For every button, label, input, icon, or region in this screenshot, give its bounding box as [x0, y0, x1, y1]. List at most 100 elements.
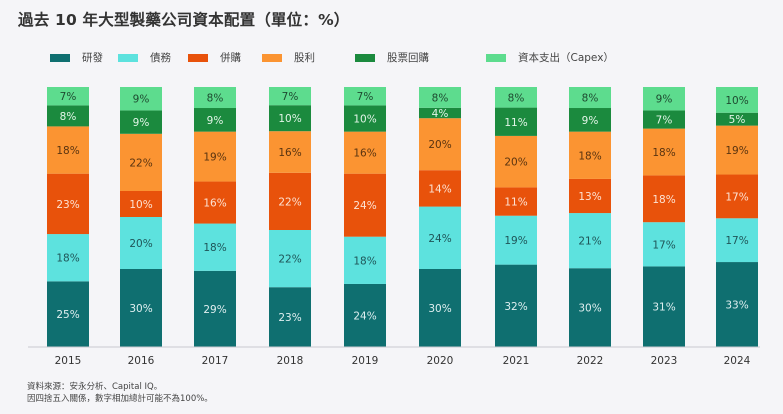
data-label: 4% [432, 108, 449, 120]
x-tick-label: 2019 [352, 355, 379, 367]
data-label: 18% [652, 147, 675, 159]
data-label: 9% [133, 117, 150, 129]
bar-segment [47, 105, 89, 127]
bar-segment [419, 170, 461, 207]
data-label: 9% [582, 115, 599, 127]
bar-segment [716, 112, 758, 126]
data-label: 25% [56, 309, 79, 321]
data-label: 18% [203, 242, 226, 254]
bar-segment [716, 174, 758, 219]
data-label: 10% [278, 113, 301, 125]
data-label: 20% [129, 238, 152, 250]
data-label: 30% [428, 303, 451, 315]
legend-swatch [50, 53, 70, 62]
bar-segment [47, 126, 89, 174]
data-label: 8% [60, 111, 77, 123]
bar-segment [269, 87, 311, 106]
bar-segment [269, 105, 311, 132]
bar-segment [47, 234, 89, 282]
data-label: 17% [725, 191, 748, 203]
data-label: 9% [207, 115, 224, 127]
data-label: 20% [504, 157, 527, 169]
bar-segment [643, 110, 685, 129]
data-label: 7% [656, 115, 673, 127]
data-label: 19% [504, 235, 527, 247]
data-label: 11% [504, 117, 527, 129]
data-label: 31% [652, 302, 675, 314]
data-label: 10% [129, 199, 152, 211]
data-label: 8% [207, 93, 224, 105]
source-note: 資料來源：安永分析、Capital IQ。 [27, 382, 163, 392]
data-label: 9% [133, 94, 150, 106]
data-label: 33% [725, 300, 748, 312]
bar-segment [344, 87, 386, 106]
legend-item: 資本支出（Capex） [486, 50, 614, 65]
bar-segment [643, 128, 685, 176]
legend: 研發 債務 併購 股利 股票回購 資本支出（Capex） [0, 50, 783, 70]
data-label: 23% [278, 312, 301, 324]
bar-segment [716, 218, 758, 263]
data-label: 13% [578, 191, 601, 203]
x-tick-label: 2023 [651, 355, 678, 367]
bar-segment [419, 269, 461, 347]
bar-segment [194, 181, 236, 224]
data-label: 11% [504, 197, 527, 209]
bar-segment [120, 191, 162, 217]
data-label: 29% [203, 304, 226, 316]
data-label: 24% [353, 310, 376, 322]
legend-swatch [486, 53, 506, 62]
bar-segment [643, 87, 685, 111]
bar-segment [120, 87, 162, 111]
bar-segment [47, 281, 89, 347]
data-label: 22% [278, 196, 301, 208]
data-label: 24% [353, 200, 376, 212]
data-label: 18% [652, 194, 675, 206]
legend-item: 債務 [118, 50, 171, 65]
rounding-note: 因四捨五入關係，數字相加總計可能不為100%。 [27, 394, 213, 404]
bar-segment [569, 213, 611, 269]
legend-label: 債務 [150, 52, 171, 64]
data-label: 30% [578, 303, 601, 315]
legend-swatch [188, 53, 208, 62]
bar-segment [569, 131, 611, 179]
legend-swatch [118, 53, 138, 62]
bar-segment [120, 269, 162, 347]
legend-label: 資本支出（Capex） [518, 52, 614, 64]
bar-segment [419, 206, 461, 269]
legend-label: 股利 [294, 52, 315, 64]
x-tick-label: 2024 [724, 355, 751, 367]
bar-segment [495, 87, 537, 108]
data-label: 18% [353, 255, 376, 267]
bar-segment [269, 287, 311, 347]
bar-segment [419, 118, 461, 171]
bar-segment [495, 107, 537, 136]
bar-segment [569, 87, 611, 109]
bar-segment [194, 108, 236, 132]
data-label: 16% [353, 148, 376, 160]
data-label: 5% [729, 114, 746, 126]
legend-item: 併購 [188, 50, 241, 65]
x-tick-label: 2015 [55, 355, 82, 367]
data-label: 17% [725, 235, 748, 247]
data-label: 19% [203, 152, 226, 164]
bar-segment [344, 105, 386, 132]
x-tick-label: 2020 [427, 355, 454, 367]
legend-label: 研發 [82, 52, 103, 64]
bar-segment [344, 173, 386, 237]
x-tick-label: 2021 [503, 355, 530, 367]
bar-segment [344, 283, 386, 347]
bar-segment [47, 173, 89, 235]
bar-segment [269, 230, 311, 288]
data-label: 18% [56, 253, 79, 265]
x-tick-label: 2022 [577, 355, 604, 367]
data-label: 8% [432, 92, 449, 104]
bar-segment [269, 172, 311, 230]
data-label: 23% [56, 199, 79, 211]
bar-segment [495, 264, 537, 347]
bar-segment [495, 135, 537, 188]
bar-segment [47, 87, 89, 106]
bar-segment [194, 131, 236, 182]
data-label: 16% [278, 147, 301, 159]
data-label: 8% [582, 93, 599, 105]
data-label: 32% [504, 301, 527, 313]
